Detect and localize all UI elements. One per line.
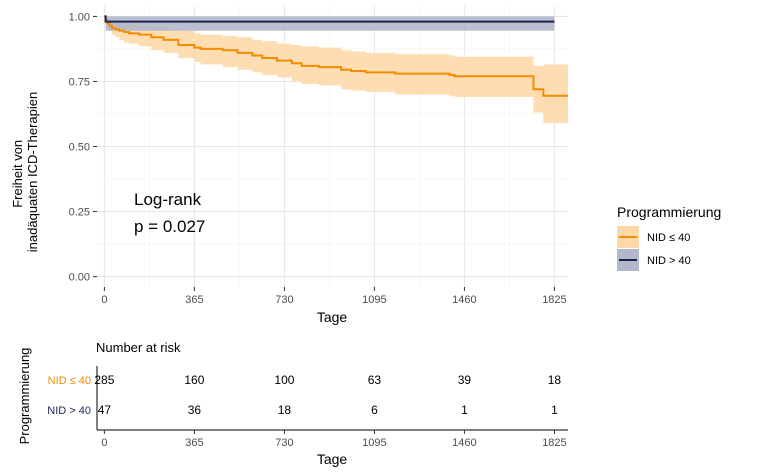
survival-curve-nid-gt-40 xyxy=(104,15,555,23)
y-axis-ticks: 0.00 0.25 0.50 0.75 1.00 xyxy=(69,11,97,284)
x-axis-title: Tage xyxy=(317,309,348,325)
risk-x-tick-label: 1825 xyxy=(542,437,566,449)
y-axis-title-line-2: inadäquaten ICD-Therapien xyxy=(25,92,40,252)
y-tick-label: 0.50 xyxy=(69,142,90,154)
risk-count: 100 xyxy=(274,373,294,387)
y-tick-label: 1.00 xyxy=(69,11,90,23)
risk-x-tick-label: 365 xyxy=(185,437,203,449)
risk-table-rows: NID ≤ 40 285 160 100 63 39 18 NID > 40 47 36 18 6 1 1 xyxy=(47,373,561,417)
risk-count: 36 xyxy=(188,403,202,417)
x-tick-label: 0 xyxy=(101,294,107,306)
risk-row-label-nid-gt-40: NID > 40 xyxy=(47,405,91,417)
risk-count: 1 xyxy=(461,403,468,417)
risk-count: 160 xyxy=(184,373,204,387)
x-tick-label: 1825 xyxy=(542,294,566,306)
risk-count: 18 xyxy=(548,373,562,387)
risk-count: 47 xyxy=(98,403,112,417)
risk-x-tick-label: 1460 xyxy=(452,437,476,449)
gridlines xyxy=(97,6,568,287)
legend-item-nid-gt-40: NID > 40 xyxy=(617,249,691,271)
legend-label-nid-gt-40: NID > 40 xyxy=(647,255,691,267)
legend-label-nid-le-40: NID ≤ 40 xyxy=(647,232,690,244)
risk-count: 6 xyxy=(371,403,378,417)
survival-curve-nid-le-40 xyxy=(104,15,568,97)
y-tick-label: 0.00 xyxy=(69,272,90,284)
y-axis-title-line-1: Freiheit von xyxy=(10,140,25,208)
y-tick-label: 0.75 xyxy=(69,76,90,88)
y-axis-title: Freiheit von inadäquaten ICD-Therapien xyxy=(10,92,40,252)
risk-table-x-axis-title: Tage xyxy=(317,451,348,467)
y-tick-label: 0.25 xyxy=(69,207,90,219)
legend-title: Programmierung xyxy=(617,204,721,220)
confidence-bands xyxy=(104,16,569,124)
risk-count: 285 xyxy=(94,373,114,387)
logrank-label: Log-rank xyxy=(134,190,202,209)
legend-item-nid-le-40: NID ≤ 40 xyxy=(617,226,690,248)
x-axis-ticks: 0 365 730 1095 1460 1825 xyxy=(101,287,567,306)
x-tick-label: 1460 xyxy=(452,294,476,306)
legend: Programmierung NID ≤ 40 NID > 40 xyxy=(617,204,721,271)
risk-count: 63 xyxy=(368,373,382,387)
risk-count: 39 xyxy=(458,373,472,387)
risk-count: 18 xyxy=(278,403,292,417)
risk-table: Number at risk Programmierung NID ≤ 40 28… xyxy=(17,340,568,467)
risk-x-tick-label: 730 xyxy=(275,437,293,449)
logrank-p-value: p = 0.027 xyxy=(134,217,205,236)
risk-table-row-axis-title: Programmierung xyxy=(17,348,32,445)
risk-count: 1 xyxy=(551,403,558,417)
x-tick-label: 1095 xyxy=(362,294,386,306)
confidence-band-nid-gt-40 xyxy=(104,16,555,31)
x-tick-label: 365 xyxy=(185,294,203,306)
km-panel: 0.00 0.25 0.50 0.75 1.00 0 365 730 1095 1460 1825… xyxy=(10,6,569,325)
risk-table-axis: 0 365 730 1095 1460 1825 xyxy=(96,366,568,449)
risk-x-tick-label: 1095 xyxy=(362,437,386,449)
confidence-band-nid-le-40 xyxy=(104,16,569,124)
risk-x-tick-label: 0 xyxy=(101,437,107,449)
risk-row-label-nid-le-40: NID ≤ 40 xyxy=(48,375,91,387)
survival-curves xyxy=(104,15,568,97)
risk-table-title: Number at risk xyxy=(96,340,181,355)
x-tick-label: 730 xyxy=(275,294,293,306)
